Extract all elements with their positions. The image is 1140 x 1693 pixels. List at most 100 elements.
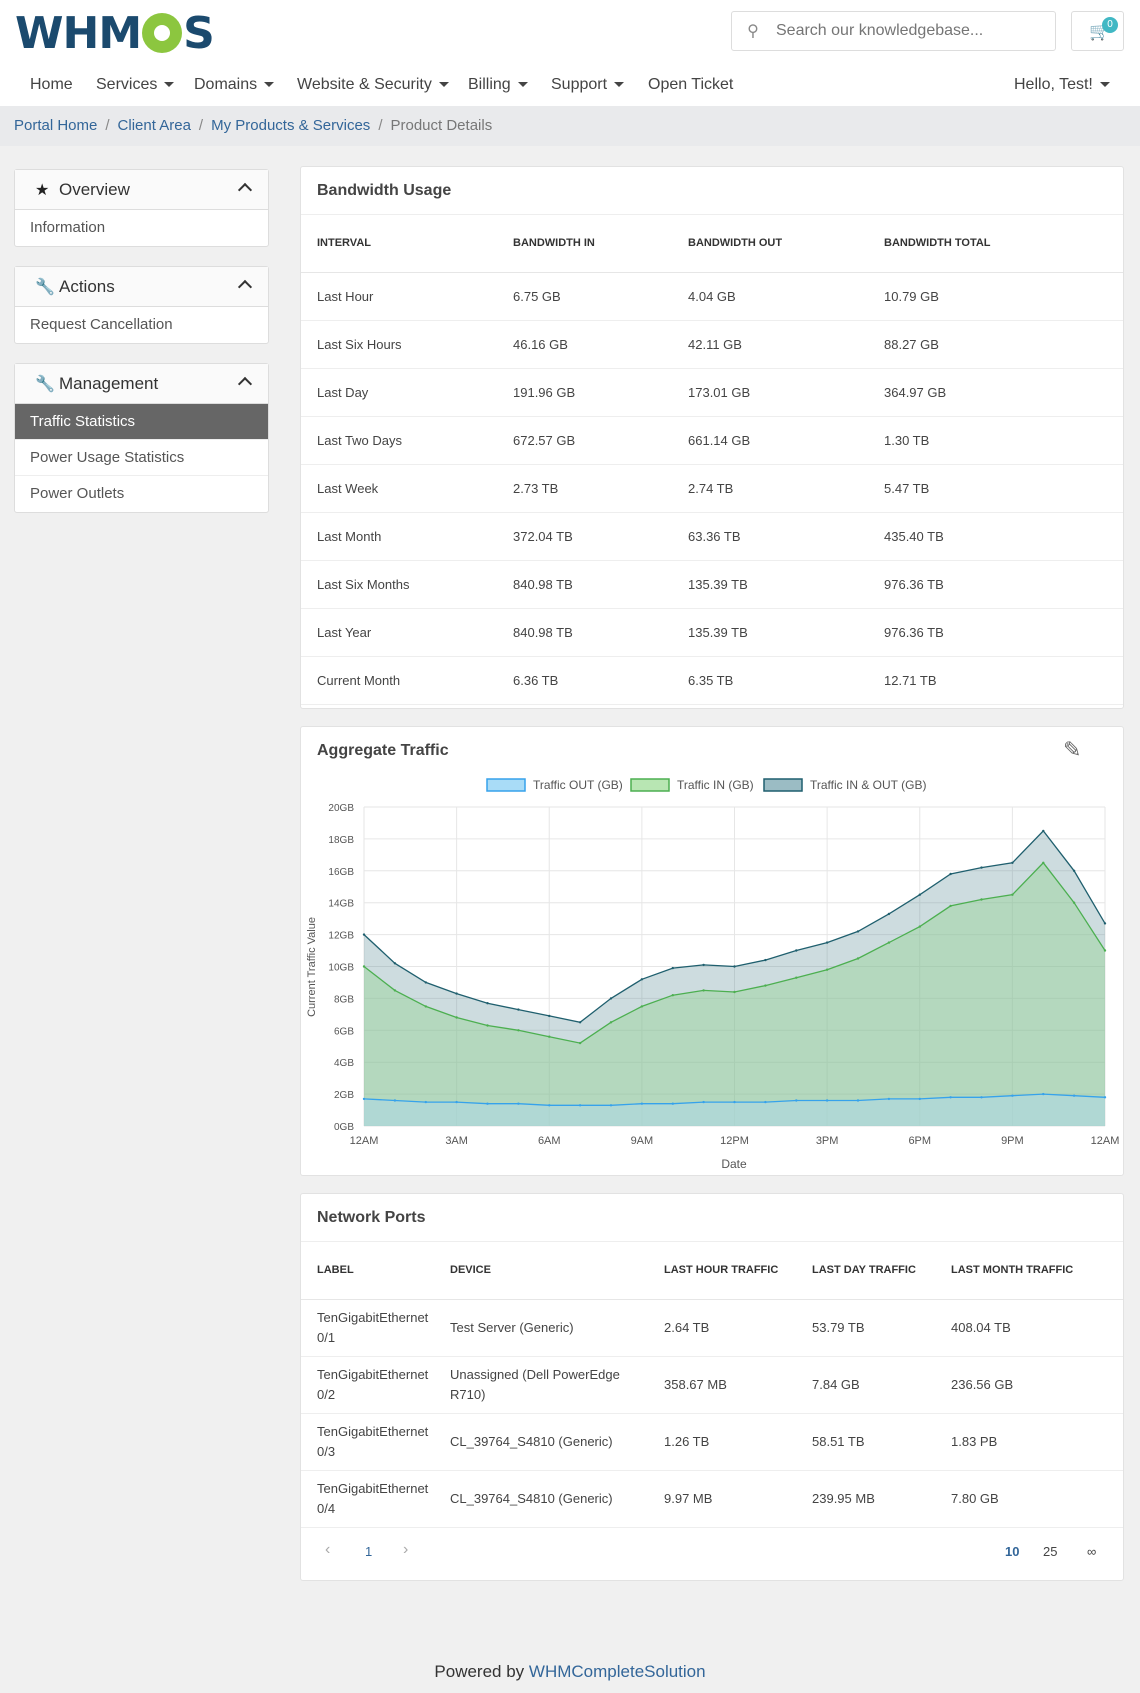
bandwidth-usage-card: Bandwidth Usage Interval Bandwidth In Ba… xyxy=(300,166,1124,709)
column-header-interval[interactable]: Interval xyxy=(301,215,513,273)
nav-support-label: Support xyxy=(551,76,608,93)
table-cell: 135.39 TB xyxy=(688,608,884,657)
data-point xyxy=(733,990,736,994)
table-cell: 435.40 TB xyxy=(884,512,1123,561)
nav-billing[interactable]: Billing xyxy=(468,76,528,94)
sidebar-management-header[interactable]: 🔧 Management xyxy=(15,364,268,404)
column-header-bandwidth-in[interactable]: Bandwidth In xyxy=(513,215,688,273)
data-point xyxy=(764,984,767,987)
sidebar-item-information[interactable]: Information xyxy=(30,219,106,236)
x-tick-label: 3AM xyxy=(445,1135,468,1147)
sidebar-overview-header[interactable]: ★ Overview xyxy=(15,170,268,210)
breadcrumb-client-area[interactable]: Client Area xyxy=(117,117,191,134)
caret-down-icon xyxy=(614,82,625,88)
series-area-0 xyxy=(364,1094,1105,1126)
breadcrumb-portal-home[interactable]: Portal Home xyxy=(14,117,98,134)
column-header-last-hour-traffic[interactable]: Last Hour Traffic xyxy=(664,1242,812,1300)
data-point xyxy=(980,898,983,901)
nav-user-menu[interactable]: Hello, Test! xyxy=(1014,76,1110,94)
table-cell: Test Server (Generic) xyxy=(450,1299,664,1357)
data-point xyxy=(1072,901,1076,904)
whmcs-logo[interactable]: WHM S xyxy=(15,8,215,59)
column-header-bandwidth-out[interactable]: Bandwidth Out xyxy=(688,215,884,273)
sidebar-item-traffic-statistics[interactable]: Traffic Statistics xyxy=(15,404,268,440)
data-point xyxy=(548,1104,551,1107)
user-greeting: Hello, Test! xyxy=(1014,76,1093,93)
data-point xyxy=(918,893,921,896)
pagination-prev-button[interactable]: ‹ xyxy=(325,1540,331,1558)
data-point xyxy=(1103,1096,1107,1099)
data-point xyxy=(671,966,674,970)
site-header: WHM S ⚲ 🛒 0 Home Services Domains Website… xyxy=(0,0,1140,106)
page-size-25[interactable]: 25 xyxy=(1043,1543,1058,1559)
data-point xyxy=(578,1104,582,1107)
page-size-all[interactable]: ∞ xyxy=(1087,1543,1097,1559)
footer-link[interactable]: WHMCompleteSolution xyxy=(528,1662,706,1681)
chart-legend: Traffic OUT (GB) Traffic IN (GB) Traffic I… xyxy=(486,778,926,792)
table-row: TenGigabitEthernet 0/3 CL_39764_S4810 (Ge… xyxy=(301,1413,1123,1471)
chevron-up-icon[interactable] xyxy=(237,182,253,197)
cart-button[interactable]: 🛒 0 xyxy=(1071,11,1124,51)
aggregate-traffic-card: Aggregate Traffic ✎ Traffic OUT (GB) Traf… xyxy=(300,726,1124,1176)
table-cell: 2.73 TB xyxy=(513,464,688,513)
breadcrumb-products-services[interactable]: My Products & Services xyxy=(211,117,371,134)
table-cell: Last Six Months xyxy=(301,560,513,609)
edit-icon[interactable]: ✎ xyxy=(1063,737,1082,762)
table-cell: 42.11 GB xyxy=(688,320,884,369)
chevron-up-icon[interactable] xyxy=(237,376,253,391)
page-size-10[interactable]: 10 xyxy=(1005,1543,1020,1559)
table-cell: Last Month xyxy=(301,512,513,561)
gear-icon xyxy=(142,13,183,53)
data-point xyxy=(517,1102,520,1105)
data-point xyxy=(578,1021,582,1024)
table-cell: 1.26 TB xyxy=(664,1413,812,1471)
table-cell: 236.56 GB xyxy=(951,1356,1123,1414)
sidebar-item-power-usage-statistics[interactable]: Power Usage Statistics xyxy=(15,440,268,476)
nav-open-ticket[interactable]: Open Ticket xyxy=(648,76,734,93)
data-point xyxy=(548,1035,551,1038)
table-cell: 840.98 TB xyxy=(513,560,688,609)
wrench-icon: 🔧 xyxy=(35,375,55,393)
pagination-next-button[interactable]: › xyxy=(403,1540,409,1558)
table-row: TenGigabitEthernet 0/4 CL_39764_S4810 (Ge… xyxy=(301,1470,1123,1528)
y-tick-label: 0GB xyxy=(334,1122,354,1133)
data-point xyxy=(393,962,397,965)
nav-domains[interactable]: Domains xyxy=(194,76,275,94)
nav-support[interactable]: Support xyxy=(551,76,625,94)
legend-label: Traffic OUT (GB) xyxy=(533,778,623,792)
data-point xyxy=(856,1099,860,1102)
table-cell: 53.79 TB xyxy=(812,1299,951,1357)
pagination-page-1[interactable]: 1 xyxy=(365,1543,373,1559)
sidebar-item-request-cancellation[interactable]: Request Cancellation xyxy=(30,316,173,333)
table-cell: 9.97 MB xyxy=(664,1470,812,1528)
sidebar-item-power-outlets[interactable]: Power Outlets xyxy=(30,485,125,502)
data-point xyxy=(640,978,644,981)
y-tick-label: 18GB xyxy=(328,835,354,846)
table-cell: Unassigned (Dell PowerEdge R710) xyxy=(450,1356,664,1414)
nav-services[interactable]: Services xyxy=(96,76,175,94)
sidebar-actions-title: Actions xyxy=(59,276,115,296)
data-point xyxy=(393,1099,397,1102)
nav-home[interactable]: Home xyxy=(30,76,73,93)
search-input[interactable] xyxy=(774,21,1044,41)
site-footer: Powered by WHMCompleteSolution xyxy=(0,1662,1140,1682)
nav-website-security[interactable]: Website & Security xyxy=(297,76,449,94)
column-header-last-day-traffic[interactable]: Last Day Traffic xyxy=(812,1242,951,1300)
column-header-device[interactable]: Device xyxy=(450,1242,664,1300)
column-header-last-month-traffic[interactable]: Last Month Traffic xyxy=(951,1242,1123,1300)
knowledgebase-search: ⚲ xyxy=(731,11,1056,51)
column-header-bandwidth-total[interactable]: Bandwidth Total xyxy=(884,215,1123,273)
column-header-label[interactable]: Label xyxy=(301,1242,450,1300)
y-tick-label: 10GB xyxy=(328,963,354,974)
data-point xyxy=(671,1102,674,1105)
data-point xyxy=(548,1014,551,1018)
series-area-2 xyxy=(364,830,1105,1126)
network-ports-card: Network Ports Label Device Last Hour Tra… xyxy=(300,1193,1124,1581)
table-row: TenGigabitEthernet 0/1 Test Server (Gener… xyxy=(301,1299,1123,1357)
table-cell: 7.84 GB xyxy=(812,1356,951,1414)
table-cell: Last Two Days xyxy=(301,416,513,465)
sidebar-actions-header[interactable]: 🔧 Actions xyxy=(15,267,268,307)
table-cell: Current Month xyxy=(301,656,513,705)
table-cell: 58.51 TB xyxy=(812,1413,951,1471)
chevron-up-icon[interactable] xyxy=(237,279,253,294)
